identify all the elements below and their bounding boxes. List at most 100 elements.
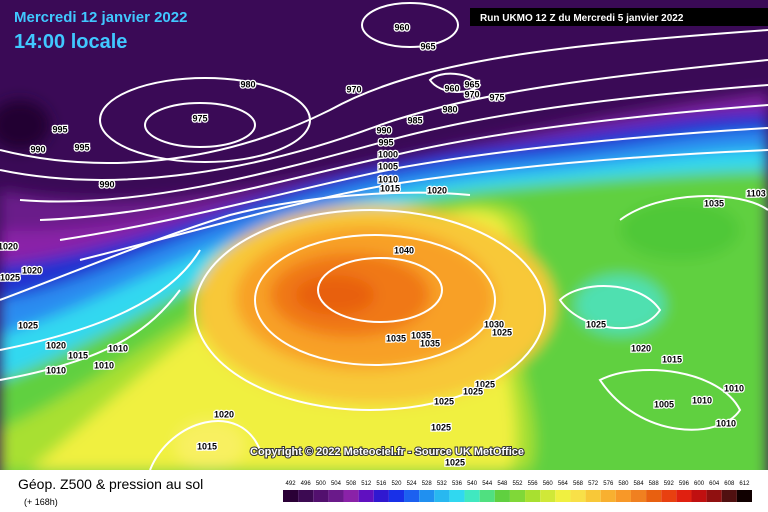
isobar-label: 1040 <box>394 245 414 255</box>
isobar-label: 980 <box>442 104 457 114</box>
isobar-label: 970 <box>346 84 361 94</box>
scale-label: 512 <box>361 481 372 487</box>
isobar-label: 1025 <box>463 386 483 396</box>
scale-swatch <box>419 490 435 502</box>
isobar-label: 990 <box>30 144 45 154</box>
scale-swatch <box>676 490 692 502</box>
isobar-label: 1010 <box>692 395 712 405</box>
isobar-label: 1025 <box>18 320 38 330</box>
isobar-label: 1025 <box>431 422 451 432</box>
isobar-label: 1005 <box>654 399 674 409</box>
scale-label: 548 <box>497 481 508 487</box>
scale-label: 584 <box>634 481 645 487</box>
scale-swatch <box>434 490 450 502</box>
scale-label: 532 <box>437 481 448 487</box>
isobar-label: 1035 <box>386 333 406 343</box>
scale-label: 528 <box>422 481 433 487</box>
scale-label: 552 <box>512 481 523 487</box>
scale-label: 580 <box>618 481 629 487</box>
isobar-label: 1020 <box>46 340 66 350</box>
scale-swatch <box>464 490 480 502</box>
scale-swatch <box>540 490 556 502</box>
isobar-label: 1010 <box>378 174 398 184</box>
scale-label: 576 <box>603 481 614 487</box>
isobar-label: 1010 <box>94 360 114 370</box>
isobar-label: 1020 <box>631 343 651 353</box>
scale-label: 556 <box>528 481 539 487</box>
isobar-label: 1025 <box>445 457 465 467</box>
isobar-label: 995 <box>378 137 393 147</box>
isobar-label: 965 <box>420 41 435 51</box>
scale-label: 524 <box>407 481 418 487</box>
scale-swatch <box>449 490 465 502</box>
scale-label: 516 <box>376 481 387 487</box>
scale-label: 604 <box>709 481 720 487</box>
isobar-label: 1025 <box>0 272 20 282</box>
footer-title: Géop. Z500 & pression au sol <box>18 476 203 492</box>
scale-label: 596 <box>679 481 690 487</box>
isobar-label: 1015 <box>380 183 400 193</box>
scale-swatch <box>373 490 389 502</box>
scale-label: 592 <box>664 481 675 487</box>
run: Run UKMO 12 Z du Mercredi 5 janvier 2022 <box>480 13 684 24</box>
scale-swatch <box>615 490 631 502</box>
footer-lead: (+ 168h) <box>24 497 58 507</box>
scale-label: 504 <box>331 481 342 487</box>
date: Mercredi 12 janvier 2022 <box>14 9 187 26</box>
scale-label: 564 <box>558 481 569 487</box>
isobars <box>0 2 768 470</box>
scale-swatch <box>494 490 510 502</box>
scale-swatch <box>358 490 374 502</box>
isobar-label: 1035 <box>704 198 724 208</box>
run-box <box>470 8 768 26</box>
scale-label: 496 <box>301 481 312 487</box>
isobar-label: 970 <box>464 89 479 99</box>
scale-label: 536 <box>452 481 463 487</box>
scale-label: 608 <box>724 481 735 487</box>
isobar-label: 1020 <box>0 241 18 251</box>
scale-swatch <box>630 490 647 502</box>
isobar-label: 995 <box>52 124 67 134</box>
scale-swatch <box>570 490 586 502</box>
scale-label: 600 <box>694 481 705 487</box>
scale-swatch <box>691 490 707 502</box>
scale-swatch <box>283 490 299 502</box>
scale-label: 508 <box>346 481 357 487</box>
isobar-label: 975 <box>192 113 207 123</box>
scale-swatch <box>328 490 344 502</box>
isobar-label: 1025 <box>475 379 495 389</box>
isobar-label: 1000 <box>378 149 398 159</box>
isobar-label: 1015 <box>197 441 217 451</box>
isobar-label: 965 <box>464 79 479 89</box>
isobar-label: 1025 <box>434 396 454 406</box>
scale-label: 544 <box>482 481 493 487</box>
scale-label: 572 <box>588 481 599 487</box>
scale-label: 612 <box>739 481 750 487</box>
isobar-label: 1015 <box>68 350 88 360</box>
isobar-label: 990 <box>99 179 114 189</box>
scale-swatch <box>706 490 722 502</box>
scale-label: 520 <box>391 481 402 487</box>
scale-label: 500 <box>316 481 327 487</box>
scale-swatch <box>585 490 601 502</box>
scale-swatch <box>479 490 495 502</box>
isobar-label: 960 <box>444 83 459 93</box>
isobar-label: 1010 <box>46 365 66 375</box>
isobar-label: 1025 <box>586 319 606 329</box>
scale-swatch <box>555 490 571 502</box>
isobar-label: 1020 <box>22 265 42 275</box>
scale-swatch <box>721 490 737 502</box>
isobar-label: 995 <box>74 142 89 152</box>
isobar-label: 1020 <box>214 409 234 419</box>
isobar-label: 980 <box>240 79 255 89</box>
isobar-label: 1035 <box>420 338 440 348</box>
scale-label: 540 <box>467 481 478 487</box>
isobar-label: 1010 <box>716 418 736 428</box>
scale-label: 588 <box>649 481 660 487</box>
scale-label: 568 <box>573 481 584 487</box>
scale-swatch <box>736 490 752 502</box>
isobar-label: 960 <box>394 22 409 32</box>
scale-swatch <box>388 490 405 502</box>
